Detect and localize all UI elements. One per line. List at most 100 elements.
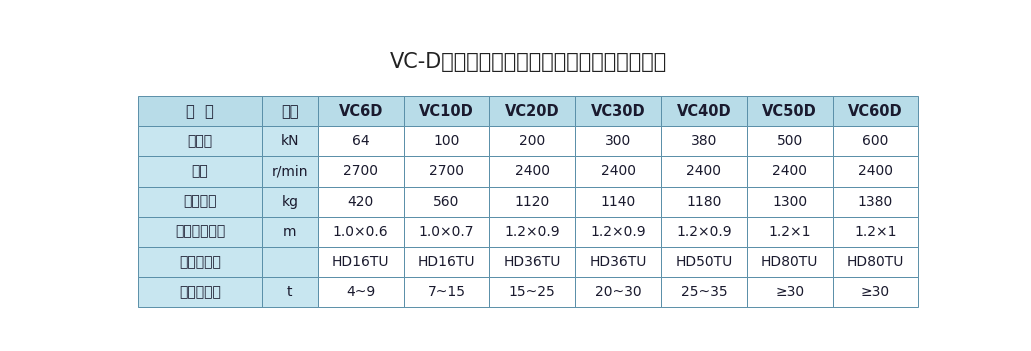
Bar (403, 247, 490, 277)
Text: 机器质量: 机器质量 (184, 194, 217, 208)
Text: 1120: 1120 (514, 194, 550, 208)
Bar (746, 186, 832, 217)
Text: 200: 200 (520, 134, 545, 148)
Text: 2400: 2400 (772, 165, 807, 178)
Bar (490, 277, 575, 307)
Bar (490, 157, 575, 186)
Text: VC10D: VC10D (420, 104, 474, 119)
Text: 2700: 2700 (429, 165, 464, 178)
Bar (262, 96, 318, 126)
Text: 380: 380 (691, 134, 717, 148)
Bar (575, 247, 661, 277)
Text: 25~35: 25~35 (680, 285, 727, 299)
Bar (403, 186, 490, 217)
Text: kN: kN (280, 134, 299, 148)
Bar (746, 126, 832, 157)
Text: HD80TU: HD80TU (761, 255, 819, 269)
Text: VC40D: VC40D (676, 104, 731, 119)
Text: 2400: 2400 (601, 165, 635, 178)
Bar (318, 157, 403, 186)
Bar (138, 126, 262, 157)
Bar (490, 126, 575, 157)
Bar (138, 157, 262, 186)
Text: 1140: 1140 (600, 194, 636, 208)
Bar (490, 96, 575, 126)
Bar (832, 186, 919, 217)
Bar (138, 96, 262, 126)
Bar (490, 186, 575, 217)
Text: 1.2×0.9: 1.2×0.9 (591, 225, 645, 239)
Text: 420: 420 (347, 194, 374, 208)
Text: t: t (287, 285, 293, 299)
Bar (403, 277, 490, 307)
Bar (490, 217, 575, 247)
Bar (575, 96, 661, 126)
Text: HD36TU: HD36TU (590, 255, 646, 269)
Bar (661, 277, 746, 307)
Bar (318, 217, 403, 247)
Text: 1300: 1300 (772, 194, 807, 208)
Text: VC-D系列液压振动夯实机主要技术性能及参数: VC-D系列液压振动夯实机主要技术性能及参数 (390, 52, 667, 72)
Bar (746, 157, 832, 186)
Text: 单位: 单位 (281, 104, 299, 119)
Text: m: m (282, 225, 297, 239)
Bar (262, 126, 318, 157)
Bar (832, 96, 919, 126)
Text: 64: 64 (352, 134, 369, 148)
Text: HD80TU: HD80TU (846, 255, 904, 269)
Text: 1.2×0.9: 1.2×0.9 (676, 225, 732, 239)
Bar (832, 277, 919, 307)
Bar (832, 217, 919, 247)
Text: r/min: r/min (271, 165, 308, 178)
Text: ≥30: ≥30 (861, 285, 890, 299)
Text: 100: 100 (433, 134, 460, 148)
Text: 1180: 1180 (687, 194, 722, 208)
Bar (832, 126, 919, 157)
Text: 2400: 2400 (687, 165, 722, 178)
Text: 300: 300 (605, 134, 631, 148)
Text: 转速: 转速 (192, 165, 208, 178)
Text: HD16TU: HD16TU (418, 255, 475, 269)
Bar (661, 126, 746, 157)
Bar (262, 186, 318, 217)
Text: VC6D: VC6D (338, 104, 383, 119)
Text: VC60D: VC60D (849, 104, 903, 119)
Bar (262, 157, 318, 186)
Bar (661, 247, 746, 277)
Bar (403, 126, 490, 157)
Text: ≥30: ≥30 (775, 285, 804, 299)
Bar (138, 217, 262, 247)
Bar (138, 247, 262, 277)
Text: 20~30: 20~30 (595, 285, 641, 299)
Bar (575, 277, 661, 307)
Bar (575, 186, 661, 217)
Text: HD36TU: HD36TU (503, 255, 561, 269)
Text: 2400: 2400 (514, 165, 550, 178)
Bar (403, 96, 490, 126)
Text: 560: 560 (433, 194, 460, 208)
Bar (746, 96, 832, 126)
Bar (661, 157, 746, 186)
Text: 600: 600 (862, 134, 889, 148)
Bar (262, 247, 318, 277)
Bar (575, 217, 661, 247)
Text: 1.2×1: 1.2×1 (768, 225, 811, 239)
Text: 1.0×0.7: 1.0×0.7 (419, 225, 474, 239)
Text: 500: 500 (776, 134, 803, 148)
Bar (575, 157, 661, 186)
Bar (318, 186, 403, 217)
Text: 标配夯板尺寸: 标配夯板尺寸 (175, 225, 225, 239)
Text: 15~25: 15~25 (509, 285, 556, 299)
Text: kg: kg (281, 194, 298, 208)
Bar (318, 96, 403, 126)
Bar (661, 96, 746, 126)
Text: 1380: 1380 (858, 194, 893, 208)
Bar (746, 217, 832, 247)
Bar (661, 186, 746, 217)
Bar (661, 217, 746, 247)
Text: VC20D: VC20D (505, 104, 560, 119)
Bar (490, 247, 575, 277)
Text: 2400: 2400 (858, 165, 893, 178)
Bar (318, 277, 403, 307)
Text: 4~9: 4~9 (346, 285, 375, 299)
